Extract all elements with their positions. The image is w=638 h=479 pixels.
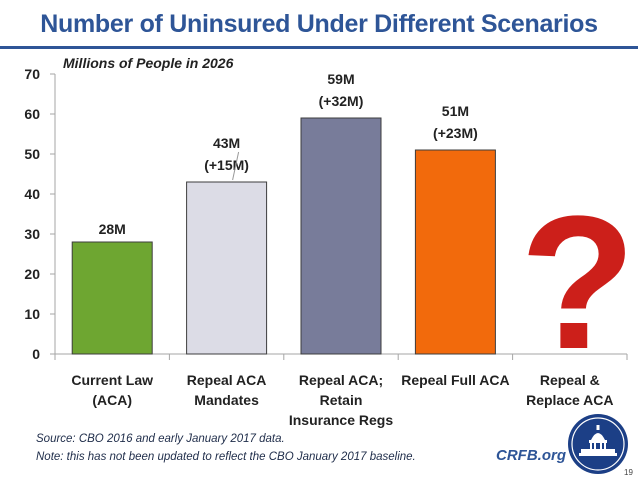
x-tick-label: Repeal &	[540, 372, 600, 388]
y-tick-label: 70	[24, 66, 40, 82]
x-tick-label: Replace ACA	[526, 392, 613, 408]
bar	[300, 117, 382, 355]
y-tick-label: 0	[32, 346, 40, 362]
page-number: 19	[624, 468, 633, 477]
bar	[414, 149, 496, 355]
bar	[186, 181, 268, 355]
question-mark-icon: ?	[520, 177, 636, 389]
y-tick-label: 30	[24, 226, 40, 242]
data-label: (+32M)	[319, 93, 364, 109]
x-tick-label: Repeal ACA;	[299, 372, 383, 388]
data-label-leader	[232, 151, 240, 181]
data-label: 59M	[327, 71, 354, 87]
x-tick-label: Retain	[320, 392, 363, 408]
source-note: Source: CBO 2016 and early January 2017 …	[36, 433, 285, 445]
data-label: (+23M)	[433, 125, 478, 141]
y-tick-label: 60	[24, 106, 40, 122]
data-label: 28M	[99, 221, 126, 237]
page-title: Number of Uninsured Under Different Scen…	[40, 10, 598, 38]
y-tick-label: 40	[24, 186, 40, 202]
y-tick-label: 10	[24, 306, 40, 322]
data-label: 51M	[442, 103, 469, 119]
title-underline	[0, 46, 638, 49]
capitol-seal-icon	[568, 414, 628, 474]
baseline-note: Note: this has not been updated to refle…	[36, 451, 416, 463]
crfb-brand-link[interactable]: CRFB.org	[496, 447, 566, 464]
y-tick-label: 50	[24, 146, 40, 162]
x-tick-label: (ACA)	[92, 392, 132, 408]
bar	[71, 241, 153, 355]
x-tick-label: Current Law	[71, 372, 153, 388]
x-tick-label: Repeal Full ACA	[401, 372, 509, 388]
x-tick-label: Mandates	[194, 392, 259, 408]
x-tick-label: Repeal ACA	[187, 372, 267, 388]
data-label: (+15M)	[204, 157, 249, 173]
chart-subtitle: Millions of People in 2026	[63, 55, 234, 71]
x-tick-label: Insurance Regs	[289, 412, 393, 428]
y-tick-label: 20	[24, 266, 40, 282]
data-label: 43M	[213, 135, 240, 151]
